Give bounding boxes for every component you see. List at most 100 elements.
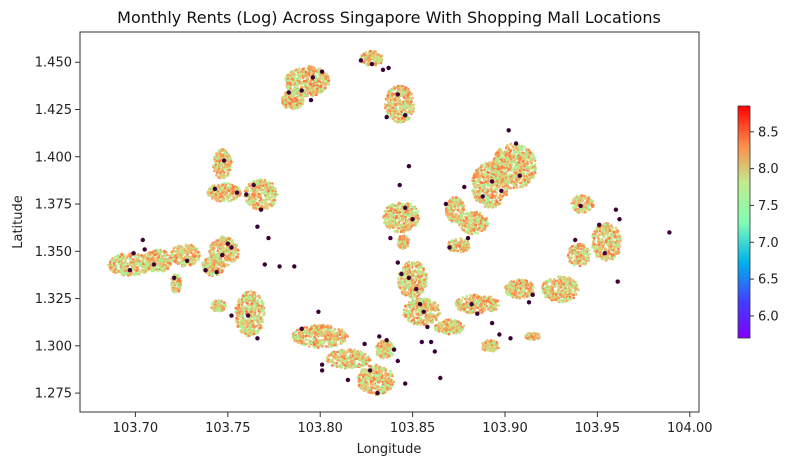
rent-point [383,218,387,221]
rent-point [259,324,263,327]
rent-point [247,308,251,311]
rent-point [302,99,305,102]
rent-point [306,89,310,93]
rent-point [211,262,214,265]
rent-point [409,301,412,305]
rent-point [246,322,249,326]
rent-point [300,70,304,73]
rent-point [322,83,325,86]
rent-point [391,114,395,118]
rent-point [283,95,287,98]
rent-point [225,174,229,177]
rent-point [432,315,436,318]
rent-point [237,300,240,303]
rent-point [148,262,151,266]
rent-point [313,324,316,327]
rent-point [340,336,344,339]
rent-point [393,111,397,115]
rent-point [391,98,394,102]
rent-point [156,250,160,253]
rent-point [223,303,226,307]
rent-point [171,253,175,257]
rent-point [217,239,220,242]
rent-point [249,318,252,321]
rent-point [116,254,120,257]
rent-point [213,196,216,199]
rent-point [425,321,429,325]
rent-point [163,254,167,258]
rent-point [392,217,395,221]
rent-point [239,329,243,332]
rent-point [211,301,215,305]
rent-point [212,250,216,254]
rent-point [281,102,285,105]
rent-point [362,53,366,56]
rent-point [410,278,414,282]
rent-point [235,316,238,320]
rent-point [183,255,187,258]
rent-point [306,342,310,346]
rent-point [159,248,162,252]
rent-point [174,259,177,262]
rent-point [402,90,406,94]
rent-point [263,205,266,208]
rent-point [410,209,414,213]
rent-point [419,285,422,288]
rent-point [260,301,264,305]
rent-point [327,75,330,78]
rent-point [302,341,306,344]
rent-point [403,283,407,287]
rent-point [253,295,256,298]
rent-point [389,224,392,228]
rent-point [215,165,219,168]
rent-point [304,70,308,74]
rent-point [321,75,325,78]
rent-point [407,88,410,92]
rent-point [264,199,268,202]
rent-point [324,335,327,339]
rent-point [404,104,407,107]
rent-point [404,86,407,89]
rent-point [120,269,123,272]
rent-point [375,52,379,55]
rent-point [394,216,398,219]
rent-point [201,266,205,269]
rent-point [307,79,310,83]
rent-point [406,245,409,248]
rent-point [309,335,312,339]
rent-point [302,334,305,338]
rent-point [128,254,131,257]
rent-point [311,331,315,335]
rent-point [250,310,254,314]
rent-point [239,312,243,316]
rent-point [215,307,218,311]
rent-point [226,159,229,163]
rent-point [130,271,134,275]
rent-point [211,184,215,188]
rent-point [215,266,218,269]
rent-point [324,75,328,78]
rent-point [273,198,276,202]
rent-point [334,339,338,343]
rent-point [306,92,310,95]
rent-point [399,105,402,108]
rent-point [253,206,256,210]
rent-point [429,319,432,323]
rent-point [416,267,420,270]
rent-point [290,94,293,98]
rent-point [161,250,164,254]
rent-point [211,265,214,268]
rent-point [333,343,337,347]
rent-point [215,242,218,245]
rent-point [418,287,422,291]
rent-point [422,306,425,310]
rent-point [217,241,221,245]
rent-point [324,83,328,87]
rent-point [407,92,410,95]
rent-point [406,318,410,322]
rent-point [293,335,297,339]
rent-point [223,149,227,152]
rent-point [187,257,191,260]
rent-point [137,256,140,260]
rent-point [249,305,253,308]
